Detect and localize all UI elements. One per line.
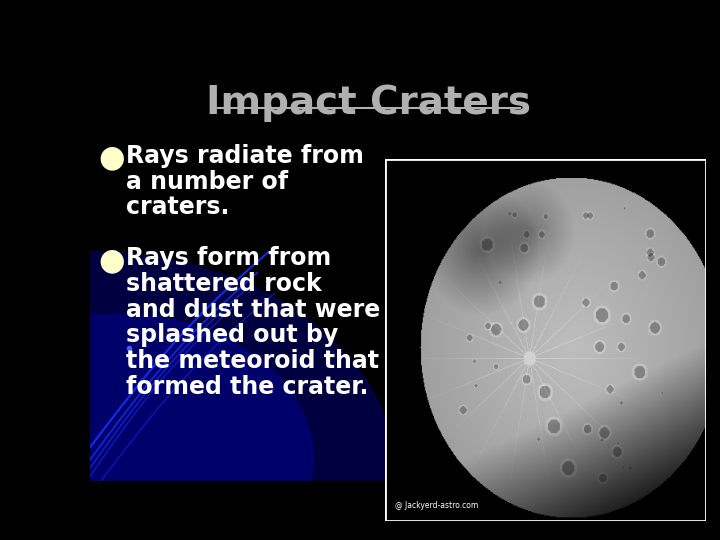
Text: shattered rock: shattered rock <box>126 272 322 296</box>
Text: a number of: a number of <box>126 170 289 193</box>
Text: Rays form from: Rays form from <box>126 246 331 270</box>
Text: the meteoroid that: the meteoroid that <box>126 349 379 373</box>
Text: and dust that were: and dust that were <box>126 298 380 322</box>
Text: Rays radiate from: Rays radiate from <box>126 144 364 168</box>
Text: formed the crater.: formed the crater. <box>126 375 369 399</box>
Text: ●: ● <box>99 246 125 275</box>
Text: ●: ● <box>99 144 125 173</box>
Circle shape <box>0 252 397 540</box>
Text: splashed out by: splashed out by <box>126 323 338 347</box>
Circle shape <box>0 314 313 540</box>
Text: Impact Craters: Impact Craters <box>207 84 531 122</box>
Text: craters.: craters. <box>126 195 230 219</box>
Text: @ Jackyerd-astro.com: @ Jackyerd-astro.com <box>395 501 478 510</box>
